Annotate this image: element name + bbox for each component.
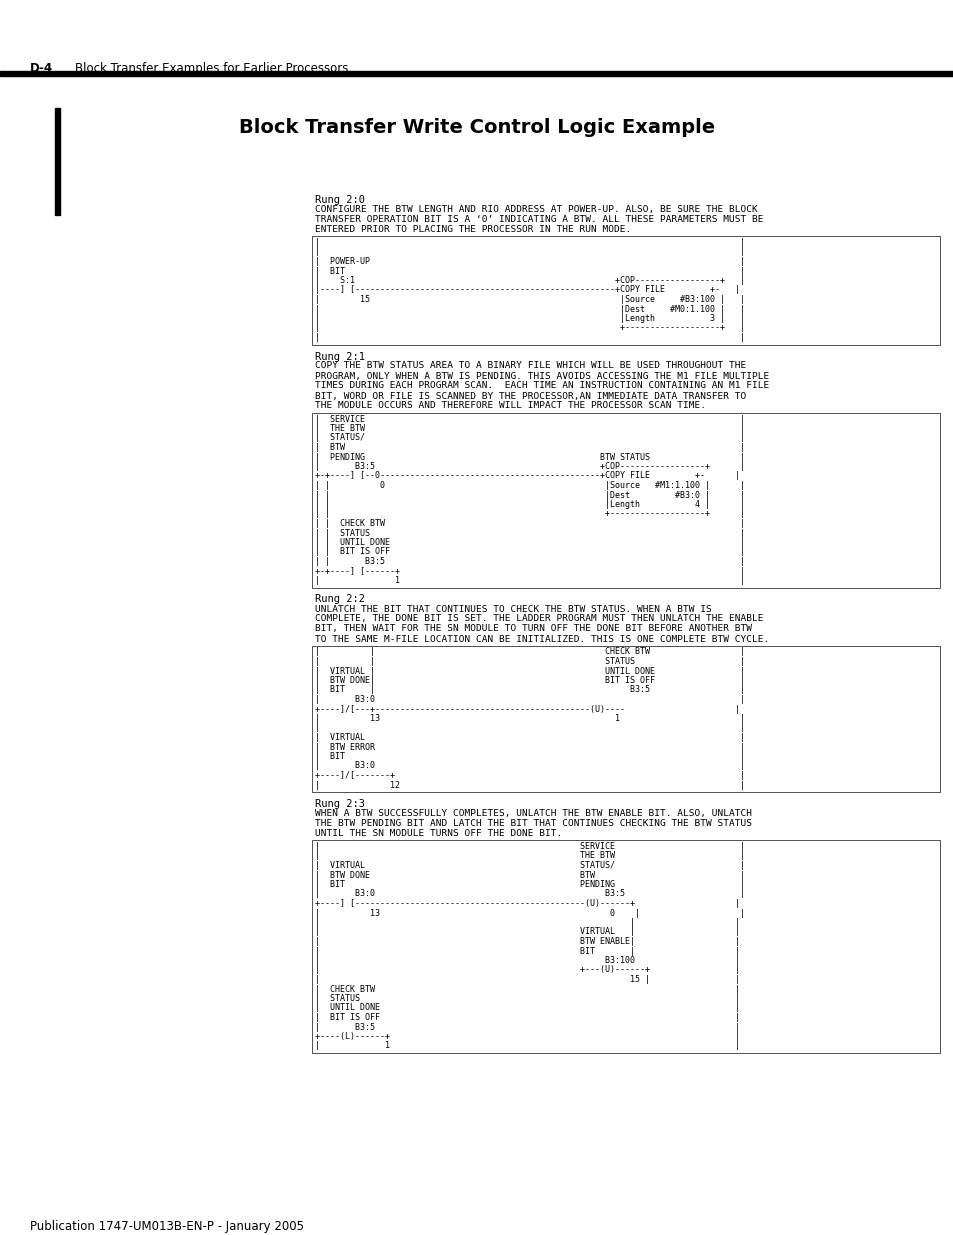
Text: PROGRAM, ONLY WHEN A BTW IS PENDING. THIS AVOIDS ACCESSING THE M1 FILE MULTIPLE: PROGRAM, ONLY WHEN A BTW IS PENDING. THI…: [314, 372, 768, 380]
Bar: [312, 840, 939, 1053]
Text: |              12                                                               : | 12: [314, 781, 744, 789]
Text: COPY THE BTW STATUS AREA TO A BINARY FILE WHICH WILL BE USED THROUGHOUT THE: COPY THE BTW STATUS AREA TO A BINARY FIL…: [314, 362, 745, 370]
Text: |  CHECK BTW                                                                    : | CHECK BTW: [314, 984, 740, 993]
Text: |  VIRTUAL |                                              UNTIL DONE            : | VIRTUAL | UNTIL DONE: [314, 667, 744, 676]
Text: Rung 2:1: Rung 2:1: [314, 352, 365, 362]
Text: WHEN A BTW SUCCESSFULLY COMPLETES, UNLATCH THE BTW ENABLE BIT. ALSO, UNLATCH: WHEN A BTW SUCCESSFULLY COMPLETES, UNLAT…: [314, 809, 751, 818]
Text: |  BTW ERROR                                                                    : | BTW ERROR: [314, 742, 744, 752]
Text: |                                                            +------------------: | +------------------: [314, 324, 744, 332]
Text: +----(L)------+                                                                 : +----(L)------+: [314, 1032, 740, 1041]
Text: |                                                    VIRTUAL   |                : | VIRTUAL |: [314, 927, 740, 936]
Text: |  BIT                                                                          : | BIT: [314, 752, 744, 761]
Text: | |                                                       |Length           4 | : | | |Length 4 |: [314, 500, 744, 509]
Bar: [312, 236, 939, 345]
Text: TO THE SAME M-FILE LOCATION CAN BE INITIALIZED. THIS IS ONE COMPLETE BTW CYCLE.: TO THE SAME M-FILE LOCATION CAN BE INITI…: [314, 635, 768, 643]
Text: |       B3:0                                                                    : | B3:0: [314, 762, 744, 771]
Text: |          |                                              STATUS                : | | STATUS: [314, 657, 744, 666]
Text: Rung 2:3: Rung 2:3: [314, 799, 365, 809]
Text: |                                                            |Dest     #M0:1.100: | |Dest #M0:1.100: [314, 305, 744, 314]
Text: |                                                            |Length           3: | |Length 3: [314, 314, 744, 324]
Text: |          |                                              CHECK BTW             : | | CHECK BTW: [314, 647, 744, 657]
Text: UNLATCH THE BIT THAT CONTINUES TO CHECK THE BTW STATUS. WHEN A BTW IS: UNLATCH THE BIT THAT CONTINUES TO CHECK …: [314, 604, 711, 614]
Text: |                                                         B3:100                : | B3:100: [314, 956, 740, 965]
Text: THE MODULE OCCURS AND THEREFORE WILL IMPACT THE PROCESSOR SCAN TIME.: THE MODULE OCCURS AND THEREFORE WILL IMP…: [314, 401, 705, 410]
Text: | |  BIT IS OFF                                                                 : | | BIT IS OFF: [314, 547, 744, 557]
Text: |                                                    THE BTW                    : | THE BTW: [314, 851, 744, 861]
Text: |                                                                               : |: [314, 333, 744, 342]
Bar: [312, 412, 939, 588]
Text: |  BTW DONE|                                              BIT IS OFF            : | BTW DONE| BIT IS OFF: [314, 676, 744, 685]
Text: |                                                    SERVICE                    : | SERVICE: [314, 842, 744, 851]
Text: |                                                    +---(U)------+             : | +---(U)------+: [314, 966, 740, 974]
Text: | |  UNTIL DONE                                                                 : | | UNTIL DONE: [314, 538, 744, 547]
Text: TRANSFER OPERATION BIT IS A ‘0’ INDICATING A BTW. ALL THESE PARAMETERS MUST BE: TRANSFER OPERATION BIT IS A ‘0’ INDICATI…: [314, 215, 762, 224]
Text: |  THE BTW                                                                      : | THE BTW: [314, 424, 744, 433]
Text: D-4: D-4: [30, 62, 53, 75]
Text: |  PENDING                                               BTW STATUS             : | PENDING BTW STATUS: [314, 452, 744, 462]
Text: | |       B3:5                                                                  : | | B3:5: [314, 557, 744, 566]
Text: |    S:1                                                    +COP----------------: | S:1 +COP----------------: [314, 275, 744, 285]
Text: |       B3:0                                                                    : | B3:0: [314, 695, 744, 704]
Text: Block Transfer Examples for Earlier Processors: Block Transfer Examples for Earlier Proc…: [75, 62, 348, 75]
Text: +----]/[---+-------------------------------------------(U)----                  : +----]/[---+----------------------------…: [314, 704, 740, 714]
Text: |       B3:0                                              B3:5                  : | B3:0 B3:5: [314, 889, 744, 899]
Text: |                                                                               : |: [314, 247, 744, 257]
Text: Rung 2:0: Rung 2:0: [314, 195, 365, 205]
Bar: [0, 70, 953, 77]
Text: COMPLETE, THE DONE BIT IS SET. THE LADDER PROGRAM MUST THEN UNLATCH THE ENABLE: COMPLETE, THE DONE BIT IS SET. THE LADDE…: [314, 615, 762, 624]
Text: Rung 2:2: Rung 2:2: [314, 594, 365, 604]
Text: |                                                                               : |: [314, 238, 744, 247]
Text: UNTIL THE SN MODULE TURNS OFF THE DONE BIT.: UNTIL THE SN MODULE TURNS OFF THE DONE B…: [314, 829, 561, 839]
Text: |  BIT IS OFF                                                                   : | BIT IS OFF: [314, 1013, 740, 1023]
Text: Publication 1747-UM013B-EN-P - January 2005: Publication 1747-UM013B-EN-P - January 2…: [30, 1220, 304, 1233]
Text: |          13                                              0    |               : | 13 0 |: [314, 909, 744, 918]
Text: |                                                    BIT       |                : | BIT |: [314, 946, 740, 956]
Text: |  BIT     |                                                   B3:5             : | BIT | B3:5: [314, 685, 744, 694]
Text: | |                                                       +-------------------+ : | | +-------------------+: [314, 510, 744, 519]
Text: |             1                                                                 : | 1: [314, 1041, 740, 1051]
Text: | |  CHECK BTW                                                                  : | | CHECK BTW: [314, 519, 744, 529]
Text: |  STATUS/                                                                      : | STATUS/: [314, 433, 744, 442]
Text: |                                                              15 |             : | 15 |: [314, 974, 740, 984]
Text: +-+----] [--0--------------------------------------------+COPY FILE         +-  : +-+----] [--0---------------------------…: [314, 472, 740, 480]
Text: |  BTW DONE                                          BTW                        : | BTW DONE BTW: [314, 871, 744, 879]
Text: |               1                                                               : | 1: [314, 576, 744, 585]
Text: +----]/[-------+                                                                : +----]/[-------+: [314, 771, 744, 781]
Text: |       B3:5                                             +COP-----------------+ : | B3:5 +COP-----------------+: [314, 462, 744, 471]
Text: BIT, THEN WAIT FOR THE SN MODULE TO TURN OFF THE DONE BIT BEFORE ANOTHER BTW: BIT, THEN WAIT FOR THE SN MODULE TO TURN…: [314, 625, 751, 634]
Text: |  BTW                                                                          : | BTW: [314, 443, 744, 452]
Text: | |                                                       |Dest         #B3:0 | : | | |Dest #B3:0 |: [314, 490, 744, 499]
Text: |                                                    BTW ENABLE|                : | BTW ENABLE|: [314, 937, 740, 946]
Text: |       B3:5                                                                    : | B3:5: [314, 1023, 740, 1031]
Text: |  STATUS                                                                       : | STATUS: [314, 994, 740, 1003]
Text: |          13                                               1                   : | 13 1: [314, 714, 744, 722]
Text: ENTERED PRIOR TO PLACING THE PROCESSOR IN THE RUN MODE.: ENTERED PRIOR TO PLACING THE PROCESSOR I…: [314, 225, 631, 233]
Text: |        15                                                  |Source     #B3:100: | 15 |Source #B3:100: [314, 295, 744, 304]
Text: |  VIRTUAL                                                                      : | VIRTUAL: [314, 734, 744, 742]
Text: |  UNTIL DONE                                                                   : | UNTIL DONE: [314, 1004, 740, 1013]
Text: +-+----] [------+                                                               : +-+----] [------+: [314, 567, 744, 576]
Text: +----] [----------------------------------------------(U)------+                : +----] [--------------------------------…: [314, 899, 740, 908]
Text: |  SERVICE                                                                      : | SERVICE: [314, 415, 744, 424]
Text: |  POWER-UP                                                                     : | POWER-UP: [314, 257, 744, 266]
Text: |                                                              |                : | |: [314, 918, 740, 927]
Text: BIT, WORD OR FILE IS SCANNED BY THE PROCESSOR,AN IMMEDIATE DATA TRANSFER TO: BIT, WORD OR FILE IS SCANNED BY THE PROC…: [314, 391, 745, 400]
Text: CONFIGURE THE BTW LENGTH AND RIO ADDRESS AT POWER-UP. ALSO, BE SURE THE BLOCK: CONFIGURE THE BTW LENGTH AND RIO ADDRESS…: [314, 205, 757, 214]
Text: |  VIRTUAL                                           STATUS/                    : | VIRTUAL STATUS/: [314, 861, 744, 869]
Text: |----] [----------------------------------------------------+COPY FILE         +: |----] [--------------------------------…: [314, 285, 740, 294]
Bar: [55, 107, 60, 215]
Text: | |  STATUS                                                                     : | | STATUS: [314, 529, 744, 537]
Text: |  BIT                                                                          : | BIT: [314, 267, 744, 275]
Text: |  BIT                                               PENDING                    : | BIT PENDING: [314, 881, 744, 889]
Text: |                                                                               : |: [314, 724, 744, 732]
Text: TIMES DURING EACH PROGRAM SCAN.  EACH TIME AN INSTRUCTION CONTAINING AN M1 FILE: TIMES DURING EACH PROGRAM SCAN. EACH TIM…: [314, 382, 768, 390]
Text: | |          0                                            |Source   #M1:1.100 | : | | 0 |Source #M1:1.100 |: [314, 480, 744, 490]
Text: Block Transfer Write Control Logic Example: Block Transfer Write Control Logic Examp…: [238, 119, 715, 137]
Bar: [312, 646, 939, 792]
Text: THE BTW PENDING BIT AND LATCH THE BIT THAT CONTINUES CHECKING THE BTW STATUS: THE BTW PENDING BIT AND LATCH THE BIT TH…: [314, 819, 751, 827]
